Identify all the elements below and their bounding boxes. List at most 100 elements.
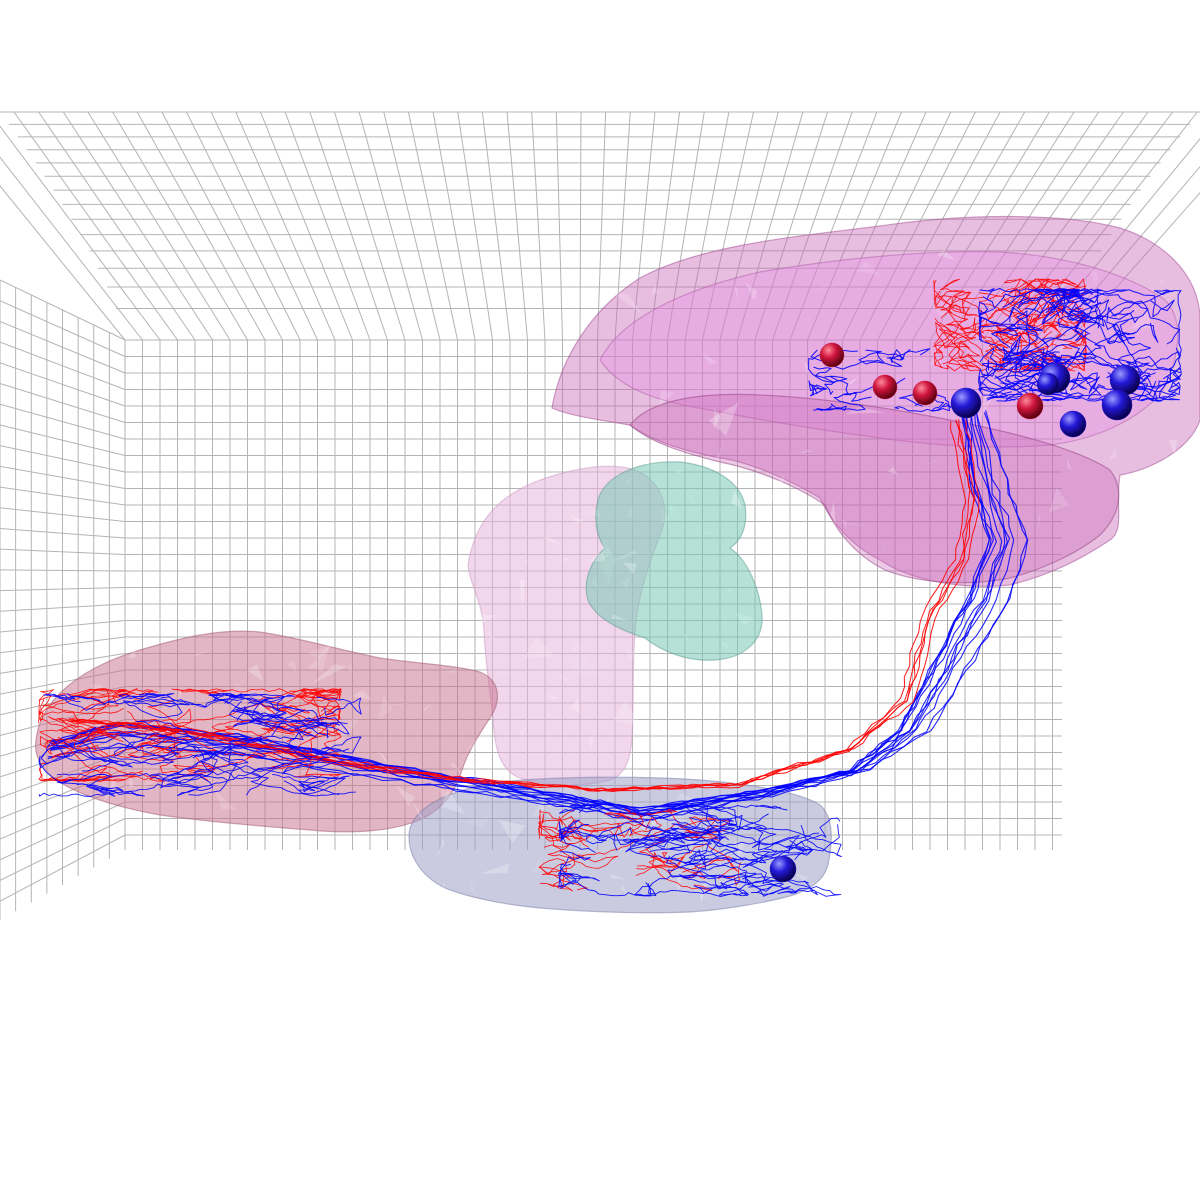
neurite-branch xyxy=(1058,310,1105,330)
mesh-facet xyxy=(841,519,847,530)
mesh-facet xyxy=(543,693,560,700)
neurite-branch xyxy=(193,750,249,782)
grid-line xyxy=(842,111,952,341)
neurite-branch xyxy=(979,288,1021,300)
mesh-facet xyxy=(442,882,446,890)
neurite-branch xyxy=(666,839,761,890)
mesh-facet xyxy=(841,521,869,527)
mesh-facet xyxy=(568,697,581,714)
mesh-facet xyxy=(190,650,211,658)
soma-blue[interactable] xyxy=(1059,410,1087,438)
soma-blue[interactable] xyxy=(1101,389,1133,421)
neurite-branch xyxy=(824,375,872,402)
neurite-branch xyxy=(728,819,800,869)
mesh-facet xyxy=(527,828,545,849)
grid-line xyxy=(789,111,878,341)
grid-line xyxy=(597,111,607,341)
neurite-branch xyxy=(1024,288,1077,314)
soma-red[interactable] xyxy=(819,342,845,368)
grid-line xyxy=(0,125,161,341)
neurite-branch xyxy=(1062,303,1135,371)
mesh-facet xyxy=(561,557,570,562)
neurite-branch xyxy=(112,732,189,756)
mesh-facet xyxy=(455,640,471,656)
mesh-facet xyxy=(620,884,627,894)
mesh-facet xyxy=(968,527,979,540)
mesh-facet xyxy=(1053,341,1077,353)
grid-line xyxy=(702,111,755,341)
soma-blue[interactable] xyxy=(1036,372,1060,396)
mesh-facet xyxy=(308,645,330,671)
mesh-facet xyxy=(602,540,614,559)
brain-region-lower-lobe xyxy=(629,393,1120,584)
mesh-facet xyxy=(661,509,671,524)
grid-line xyxy=(358,111,423,341)
neurite-branch xyxy=(938,328,1004,366)
grid-line xyxy=(136,111,266,341)
neurite-branch xyxy=(40,736,175,772)
mesh-facet xyxy=(626,503,635,520)
neurite-branch xyxy=(1094,329,1137,365)
mesh-facet xyxy=(576,597,583,601)
grid-line xyxy=(1034,137,1200,341)
grid-line xyxy=(309,111,388,341)
grid-line xyxy=(754,111,828,341)
mesh-facet xyxy=(441,669,458,673)
grid-line xyxy=(719,111,779,341)
neurite-branch xyxy=(1008,335,1091,365)
neurite-branch xyxy=(540,809,590,848)
neurite-branch xyxy=(1145,373,1182,395)
neurite-branch xyxy=(558,819,596,854)
neurite-branch xyxy=(38,688,132,714)
mesh-facet xyxy=(704,544,722,551)
neurite-branch xyxy=(38,699,192,737)
mesh-facet xyxy=(524,636,555,659)
grid-line xyxy=(0,603,126,612)
mesh-facet xyxy=(519,579,526,612)
mesh-facet xyxy=(797,872,801,882)
soma-blue[interactable] xyxy=(950,387,982,419)
grid-line xyxy=(0,424,126,456)
soma-red[interactable] xyxy=(912,380,938,406)
mesh-facet xyxy=(623,562,637,575)
mesh-facet xyxy=(647,571,653,586)
neurite-branch xyxy=(113,732,190,757)
grid-line xyxy=(0,527,126,539)
soma-red[interactable] xyxy=(872,374,898,400)
mesh-facet xyxy=(348,662,353,675)
mesh-facet xyxy=(713,408,721,430)
grid-line xyxy=(877,111,1001,341)
mesh-facet xyxy=(1038,513,1041,529)
neurite-branch xyxy=(978,359,999,397)
mesh-facet xyxy=(605,288,643,314)
neurite-branch xyxy=(995,349,1034,365)
neurite-branch xyxy=(540,844,583,892)
grid-line xyxy=(62,111,213,341)
neurite-branch xyxy=(56,772,202,795)
mesh-facet xyxy=(610,873,628,880)
mesh-facet xyxy=(238,683,247,705)
mesh-facet xyxy=(142,779,162,787)
mesh-facet xyxy=(956,527,969,533)
brain-region-left xyxy=(34,630,498,833)
neurite-branch xyxy=(890,348,931,361)
mesh-facet xyxy=(621,577,631,590)
mesh-facet xyxy=(441,788,466,815)
grid-line xyxy=(0,279,126,341)
neurite-branch xyxy=(947,291,1008,331)
grid-line xyxy=(383,111,441,341)
neurite-branch xyxy=(808,380,828,397)
mesh-facet xyxy=(436,838,445,859)
grid-line xyxy=(1052,165,1200,341)
mesh-facet xyxy=(683,895,686,903)
mesh-facet xyxy=(500,628,513,637)
soma-blue[interactable] xyxy=(769,855,797,883)
grid-line xyxy=(859,111,976,341)
mesh-facet xyxy=(714,444,724,459)
mesh-facet xyxy=(377,751,390,767)
grid-line xyxy=(333,111,406,341)
neurite-branch xyxy=(40,726,133,768)
soma-red[interactable] xyxy=(1016,392,1044,420)
